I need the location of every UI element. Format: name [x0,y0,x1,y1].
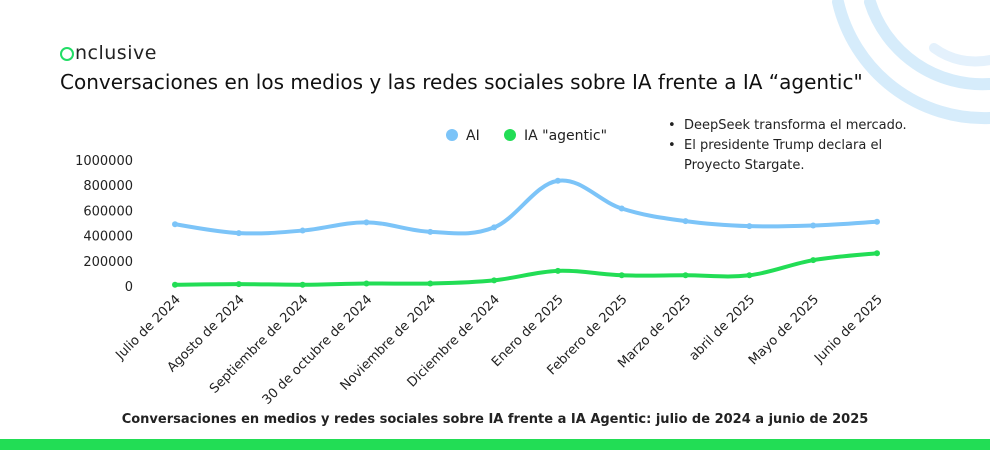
legend-marker-agentic [504,129,516,141]
legend: AI IA "agentic" [446,128,607,144]
note-deepseek: DeepSeek transforma el mercado. [668,116,907,136]
y-tick-label: 0 [125,280,133,295]
data-point [172,221,178,228]
y-tick-label: 600000 [83,204,133,219]
page-title: Conversaciones en los medios y las redes… [60,70,863,94]
data-point [746,223,753,230]
data-point [172,281,178,288]
data-point [618,272,625,279]
data-point [491,277,498,284]
x-tick-label: Junio de 2025 [811,292,886,367]
series-line-agentic [173,251,879,287]
data-point [235,230,242,237]
data-point [810,257,817,264]
data-point [746,272,753,279]
legend-label-agentic: IA "agentic" [524,128,607,144]
series-lines [172,177,880,288]
series-line-ai [173,178,879,236]
x-tick-label: Julio de 2024 [113,292,184,363]
y-tick-label: 200000 [83,255,133,270]
data-point [491,224,498,231]
chart-caption: Conversaciones en medios y redes sociale… [121,412,869,427]
data-point [554,177,561,184]
annotation-notes: DeepSeek transforma el mercado. El presi… [668,116,907,176]
x-tick-label: Mayo de 2025 [746,292,822,368]
y-tick-label: 400000 [83,230,133,245]
data-point [299,227,306,234]
data-point [427,228,434,235]
y-axis: 0 200000 400000 600000 800000 1000000 [75,154,133,295]
brand-logo-ring [60,47,74,61]
data-point [554,267,561,274]
legend-label-ai: AI [466,128,480,144]
data-point [363,219,370,226]
legend-marker-ai [446,129,458,141]
brand-logo: nclusive [60,42,157,64]
y-tick-label: 800000 [83,179,133,194]
data-point [299,281,306,288]
data-point [874,250,880,257]
note-trump: El presidente Trump declara el [668,136,907,156]
data-point [427,280,434,287]
data-point [618,205,625,212]
brand-name: nclusive [75,42,157,64]
x-tick-label: 30 de octubre de 2024 [260,292,376,408]
data-point [682,272,689,279]
data-point [682,218,689,225]
y-tick-label: 1000000 [75,154,133,169]
data-point [363,280,370,287]
data-point [810,222,817,229]
note-stargate-cont: Proyecto Stargate. [684,158,805,173]
data-point [874,218,880,225]
bottom-accent-bar [0,439,990,450]
x-tick-label: abril de 2025 [686,292,758,364]
data-point [235,281,242,288]
